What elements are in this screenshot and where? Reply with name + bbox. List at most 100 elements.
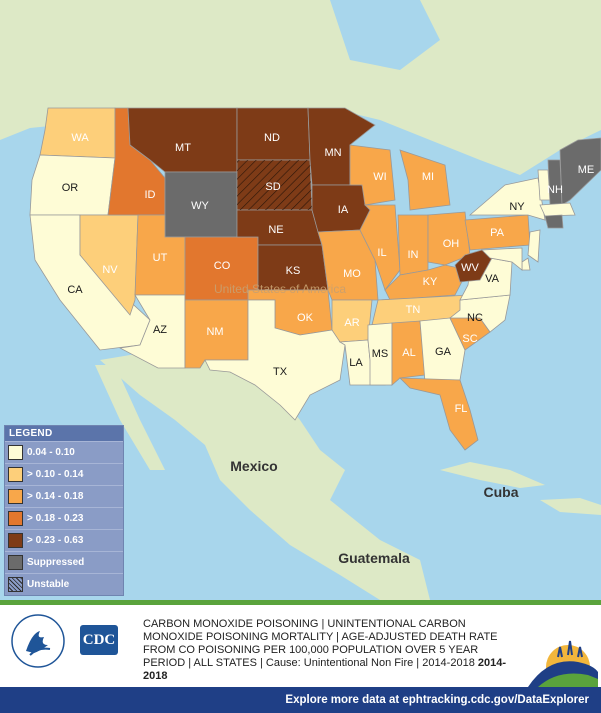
state-label-WY: WY <box>191 200 209 212</box>
state-label-AL: AL <box>402 347 415 359</box>
state-IL[interactable] <box>359 204 401 291</box>
states-layer <box>29 107 601 451</box>
state-label-IN: IN <box>408 249 419 261</box>
state-labels: WA OR CA NV ID MT WY UT AZ CO NM ND SD N… <box>62 132 595 415</box>
legend-swatch <box>8 511 23 526</box>
mexico-land <box>100 345 430 600</box>
state-AL[interactable] <box>391 320 426 386</box>
state-label-GA: GA <box>435 346 452 358</box>
legend-item[interactable]: Suppressed <box>5 551 123 573</box>
state-NC[interactable] <box>448 294 511 333</box>
state-label-KS: KS <box>286 265 301 277</box>
legend-swatch <box>8 555 23 570</box>
legend-label: 0.04 - 0.10 <box>27 447 75 458</box>
state-OH[interactable] <box>427 211 471 266</box>
legend-swatch <box>8 577 23 592</box>
state-label-CA: CA <box>67 284 83 296</box>
legend-label: > 0.18 - 0.23 <box>27 513 84 524</box>
state-label-PA: PA <box>490 227 505 239</box>
legend-rows: 0.04 - 0.10 > 0.10 - 0.14 > 0.14 - 0.18 > 0… <box>5 441 123 595</box>
state-GA[interactable] <box>419 317 466 383</box>
state-MA[interactable] <box>539 202 576 217</box>
state-NH[interactable] <box>547 159 563 206</box>
legend-label: Suppressed <box>27 557 85 568</box>
state-label-MI: MI <box>422 171 434 183</box>
caption-bold-year: 2014-2018 <box>143 657 507 682</box>
footer-divider <box>0 600 601 605</box>
legend-item[interactable]: Unstable <box>5 573 123 595</box>
usa-label: United States of America <box>214 282 346 296</box>
state-FL[interactable] <box>399 377 479 451</box>
state-label-WA: WA <box>71 132 89 144</box>
footer: CDC CARBON MONOXIDE POISONING | UNINTENT… <box>0 605 601 687</box>
state-label-SD: SD <box>265 181 280 193</box>
state-label-AZ: AZ <box>153 324 167 336</box>
state-label-NV: NV <box>102 264 118 276</box>
state-label-MO: MO <box>343 268 361 280</box>
state-label-LA: LA <box>349 357 363 369</box>
tracking-network-logo <box>528 640 598 687</box>
state-label-OK: OK <box>297 312 314 324</box>
state-label-MS: MS <box>372 348 389 360</box>
state-label-ME: ME <box>578 164 595 176</box>
map-caption: CARBON MONOXIDE POISONING | UNINTENTIONA… <box>143 618 523 683</box>
state-MI[interactable] <box>399 149 451 211</box>
canada-land <box>0 0 601 175</box>
state-label-CO: CO <box>214 260 231 272</box>
state-label-TX: TX <box>273 366 288 378</box>
state-label-VA: VA <box>485 273 500 285</box>
baja-land <box>95 365 165 470</box>
legend-item[interactable]: > 0.18 - 0.23 <box>5 507 123 529</box>
legend-item[interactable]: > 0.14 - 0.18 <box>5 485 123 507</box>
state-label-OR: OR <box>62 182 79 194</box>
state-label-NC: NC <box>467 312 483 324</box>
state-label-IA: IA <box>338 204 349 216</box>
cuba-land <box>440 462 545 488</box>
legend-label: Unstable <box>27 579 70 590</box>
state-label-NE: NE <box>268 224 283 236</box>
state-IN[interactable] <box>397 214 429 276</box>
cdc-logo: CDC <box>80 625 118 655</box>
state-label-NM: NM <box>206 326 223 338</box>
legend-swatch <box>8 467 23 482</box>
guatemala-label: Guatemala <box>338 550 410 566</box>
hispaniola-land <box>540 498 601 515</box>
legend-swatch <box>8 445 23 460</box>
state-label-AR: AR <box>344 317 359 329</box>
state-label-TN: TN <box>406 304 421 316</box>
state-SD-unstable-hatch <box>237 160 312 210</box>
state-label-NY: NY <box>509 201 525 213</box>
state-TX[interactable] <box>204 299 346 421</box>
state-label-ND: ND <box>264 132 280 144</box>
legend-label: > 0.14 - 0.18 <box>27 491 84 502</box>
state-CT[interactable] <box>544 214 564 229</box>
state-label-UT: UT <box>153 252 168 264</box>
caption-text: CARBON MONOXIDE POISONING | UNINTENTIONA… <box>143 618 498 669</box>
cuba-label: Cuba <box>484 484 519 500</box>
state-NJ[interactable] <box>527 229 541 263</box>
legend-label: > 0.10 - 0.14 <box>27 469 84 480</box>
hudson-bay <box>330 0 440 70</box>
state-label-OH: OH <box>443 238 460 250</box>
mexico-label: Mexico <box>230 458 277 474</box>
state-label-KY: KY <box>423 276 438 288</box>
state-label-NH: NH <box>547 184 563 196</box>
legend-swatch <box>8 489 23 504</box>
state-label-WI: WI <box>373 171 386 183</box>
legend-item[interactable]: > 0.10 - 0.14 <box>5 463 123 485</box>
state-label-WV: WV <box>461 262 479 274</box>
state-MD[interactable] <box>481 247 523 271</box>
state-label-MT: MT <box>175 142 191 154</box>
state-label-SC: SC <box>462 333 477 345</box>
state-label-ID: ID <box>145 189 156 201</box>
state-label-MN: MN <box>324 147 341 159</box>
legend-item[interactable]: > 0.23 - 0.63 <box>5 529 123 551</box>
state-label-IL: IL <box>377 247 386 259</box>
legend-swatch <box>8 533 23 548</box>
state-label-FL: FL <box>455 403 468 415</box>
legend-label: > 0.23 - 0.63 <box>27 535 84 546</box>
explore-data-link[interactable]: Explore more data at ephtracking.cdc.gov… <box>0 687 601 713</box>
legend-title: LEGEND <box>5 426 123 441</box>
legend-panel: LEGEND 0.04 - 0.10 > 0.10 - 0.14 > 0.14 - … <box>4 425 124 596</box>
legend-item[interactable]: 0.04 - 0.10 <box>5 441 123 463</box>
